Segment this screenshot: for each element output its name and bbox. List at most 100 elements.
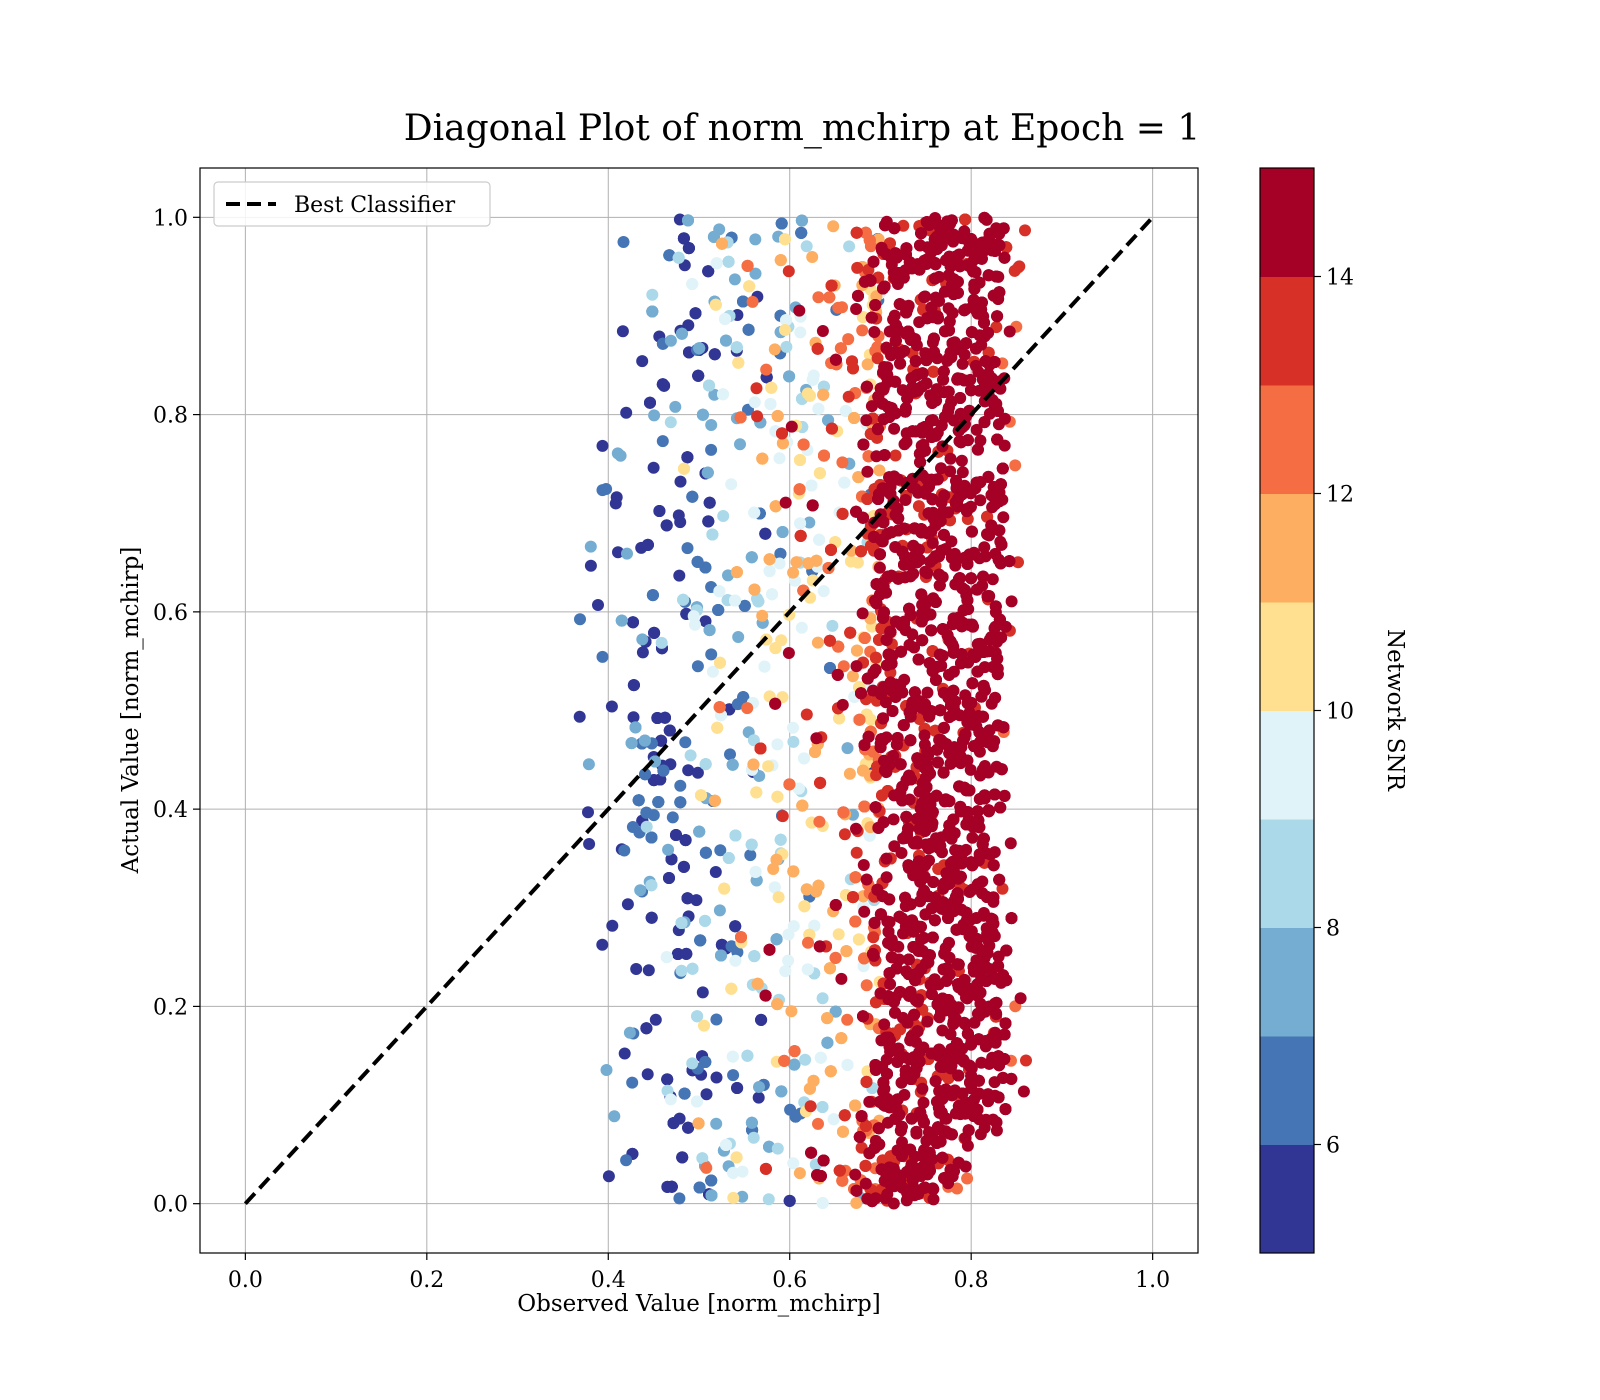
scatter-point [821, 1036, 834, 1049]
scatter-point [919, 824, 932, 837]
scatter-point [609, 497, 622, 510]
scatter-point [759, 527, 772, 540]
scatter-point [1014, 992, 1027, 1005]
scatter-point [852, 289, 864, 302]
scatter-point [864, 240, 877, 253]
scatter-point [993, 227, 1006, 240]
scatter-point [917, 1096, 930, 1109]
scatter-point [878, 1018, 891, 1031]
scatter-point [825, 279, 838, 292]
scatter-point [762, 1193, 775, 1206]
scatter-point [842, 333, 855, 346]
scatter-point [850, 822, 862, 835]
scatter-point [977, 710, 989, 723]
scatter-point [829, 951, 842, 964]
scatter-point [931, 756, 944, 769]
scatter-point [862, 730, 875, 743]
scatter-point [785, 420, 798, 433]
scatter-point [790, 556, 803, 569]
scatter-point [978, 789, 991, 802]
scatter-point [811, 636, 824, 649]
scatter-point [673, 1112, 686, 1125]
scatter-point [992, 553, 1005, 566]
scatter-point [999, 1017, 1012, 1030]
scatter-point [782, 647, 795, 659]
scatter-point [724, 748, 736, 761]
scatter-point [793, 483, 806, 496]
scatter-point [773, 557, 786, 570]
scatter-point [614, 449, 627, 462]
scatter-point [887, 813, 900, 826]
scatter-point [904, 734, 917, 747]
scatter-point [722, 852, 735, 864]
scatter-point [626, 821, 639, 833]
scatter-point [720, 1139, 732, 1151]
scatter-point [927, 365, 940, 378]
scatter-point [710, 1071, 723, 1084]
scatter-point [856, 607, 869, 620]
scatter-point [681, 892, 694, 905]
scatter-point [627, 616, 639, 629]
scatter-point [649, 1013, 662, 1026]
scatter-point [925, 246, 938, 259]
scatter-point [653, 505, 666, 517]
scatter-point [730, 566, 743, 579]
scatter-point [845, 555, 857, 568]
scatter-point [813, 815, 826, 828]
scatter-point [823, 634, 836, 647]
scatter-point [686, 962, 699, 975]
scatter-point [741, 259, 754, 272]
scatter-point [750, 382, 763, 395]
scatter-point [708, 388, 721, 401]
scatter-point [641, 1068, 654, 1081]
scatter-point [714, 656, 726, 669]
scatter-point [765, 381, 778, 394]
scatter-point [852, 471, 865, 484]
scatter-point [674, 779, 687, 792]
scatter-point [682, 1121, 695, 1134]
scatter-point [859, 1159, 872, 1172]
scatter-point [909, 1162, 922, 1175]
scatter-point [894, 357, 907, 370]
scatter-point [849, 1099, 862, 1112]
scatter-point [677, 860, 690, 873]
scatter-point [888, 789, 901, 802]
scatter-point [735, 931, 747, 944]
scatter-point [783, 370, 796, 383]
scatter-point [890, 738, 903, 751]
scatter-point [696, 986, 709, 999]
scatter-point [869, 1192, 882, 1205]
scatter-point [952, 611, 965, 624]
scatter-point [843, 767, 856, 780]
scatter-point [627, 679, 640, 692]
scatter-point [907, 539, 920, 552]
scatter-point [674, 796, 687, 809]
scatter-point [896, 384, 909, 397]
scatter-point [908, 1008, 921, 1021]
scatter-point [912, 653, 925, 666]
scatter-point [836, 698, 849, 711]
scatter-point [969, 266, 982, 279]
scatter-point [858, 800, 871, 813]
scatter-point [680, 947, 693, 960]
scatter-point [784, 1103, 797, 1116]
scatter-point [783, 1194, 796, 1207]
scatter-point [802, 557, 815, 570]
scatter-point [943, 819, 956, 832]
scatter-point [770, 853, 783, 866]
scatter-point [971, 443, 984, 456]
scatter-point [636, 355, 649, 368]
scatter-point [859, 1177, 872, 1190]
scatter-point [875, 688, 887, 701]
scatter-point [836, 456, 849, 469]
scatter-point [857, 859, 870, 871]
scatter-point [863, 829, 876, 842]
scatter-point [927, 1193, 940, 1206]
scatter-point [812, 1117, 824, 1130]
scatter-point [967, 294, 980, 307]
scatter-point [837, 660, 850, 673]
scatter-point [827, 220, 840, 233]
scatter-point [946, 709, 959, 722]
scatter-point [703, 496, 716, 509]
scatter-point [883, 471, 896, 484]
